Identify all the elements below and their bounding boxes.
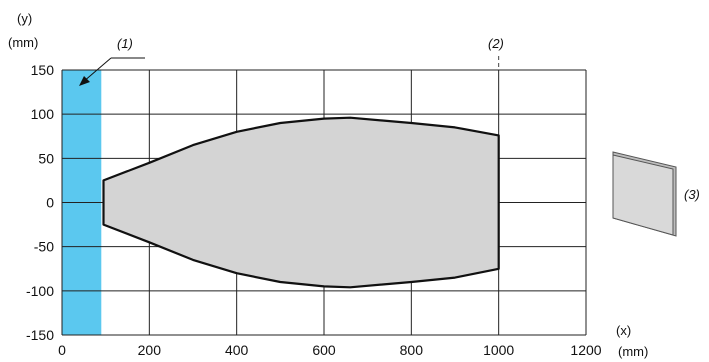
- detection-area-layer: [102, 116, 500, 289]
- x-tick-label: 600: [312, 342, 336, 358]
- x-tick-label: 0: [58, 342, 66, 358]
- target-plate-face: [612, 154, 674, 236]
- excluded-zone-leader-arrow: [82, 57, 112, 83]
- y-axis-unit: (mm): [8, 35, 38, 50]
- x-tick-label: 800: [400, 342, 424, 358]
- y-tick-label: -50: [34, 239, 54, 255]
- excluded-zone-callout: (1): [117, 36, 133, 51]
- y-tick-label: 150: [31, 62, 55, 78]
- y-axis-label: (y): [17, 11, 32, 26]
- excluded-zone-arrowhead: [79, 76, 90, 86]
- x-axis-label: (x): [616, 323, 631, 338]
- detection-area-0: [102, 116, 500, 289]
- y-tick-label: -150: [26, 327, 54, 343]
- x-tick-label: 1000: [483, 342, 514, 358]
- x-tick-label: 400: [225, 342, 249, 358]
- y-tick-label: 100: [31, 106, 55, 122]
- reflective-target: [612, 151, 677, 237]
- y-tick-label: 0: [46, 195, 54, 211]
- y-tick-label: -100: [26, 283, 54, 299]
- y-tick-label: 50: [38, 150, 54, 166]
- target-callout: (3): [684, 187, 700, 202]
- max-range-callout: (2): [488, 36, 504, 51]
- tick-labels-layer: 0 200 400 600 800 1000 1200 150 100 50 0 -50 -100 -15…: [26, 62, 602, 358]
- x-tick-label: 1200: [570, 342, 601, 358]
- x-tick-label: 200: [138, 342, 162, 358]
- x-axis-unit: (mm): [618, 344, 648, 359]
